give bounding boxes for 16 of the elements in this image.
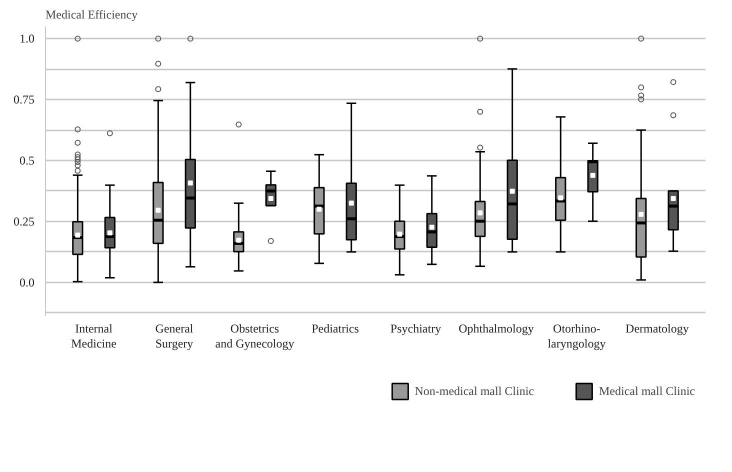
x-tick-label: Otorhino- laryngology (548, 321, 606, 351)
y-tick-label: 0.25 (14, 214, 34, 228)
y-axis-title: Medical Efficiency (46, 8, 138, 22)
x-tick-label: Obstetrics and Gynecology (215, 321, 294, 351)
x-tick-label: Internal Medicine (71, 321, 116, 351)
y-tick-label: 0.5 (20, 154, 34, 168)
y-tick-label: 0.0 (20, 275, 34, 290)
legend-label: Medical mall Clinic (599, 384, 695, 398)
legend-label: Non-medical mall Clinic (414, 384, 534, 398)
x-tick-label: Pediatrics (312, 321, 360, 336)
y-tick-label: 1.0 (20, 32, 34, 46)
x-tick-label: Ophthalmology (458, 321, 534, 336)
x-tick-label: Dermatology (626, 321, 689, 336)
x-tick-label: General Surgery (155, 321, 194, 351)
x-tick-label: Psychiatry (390, 321, 442, 336)
y-tick-label: 0.75 (14, 92, 34, 107)
